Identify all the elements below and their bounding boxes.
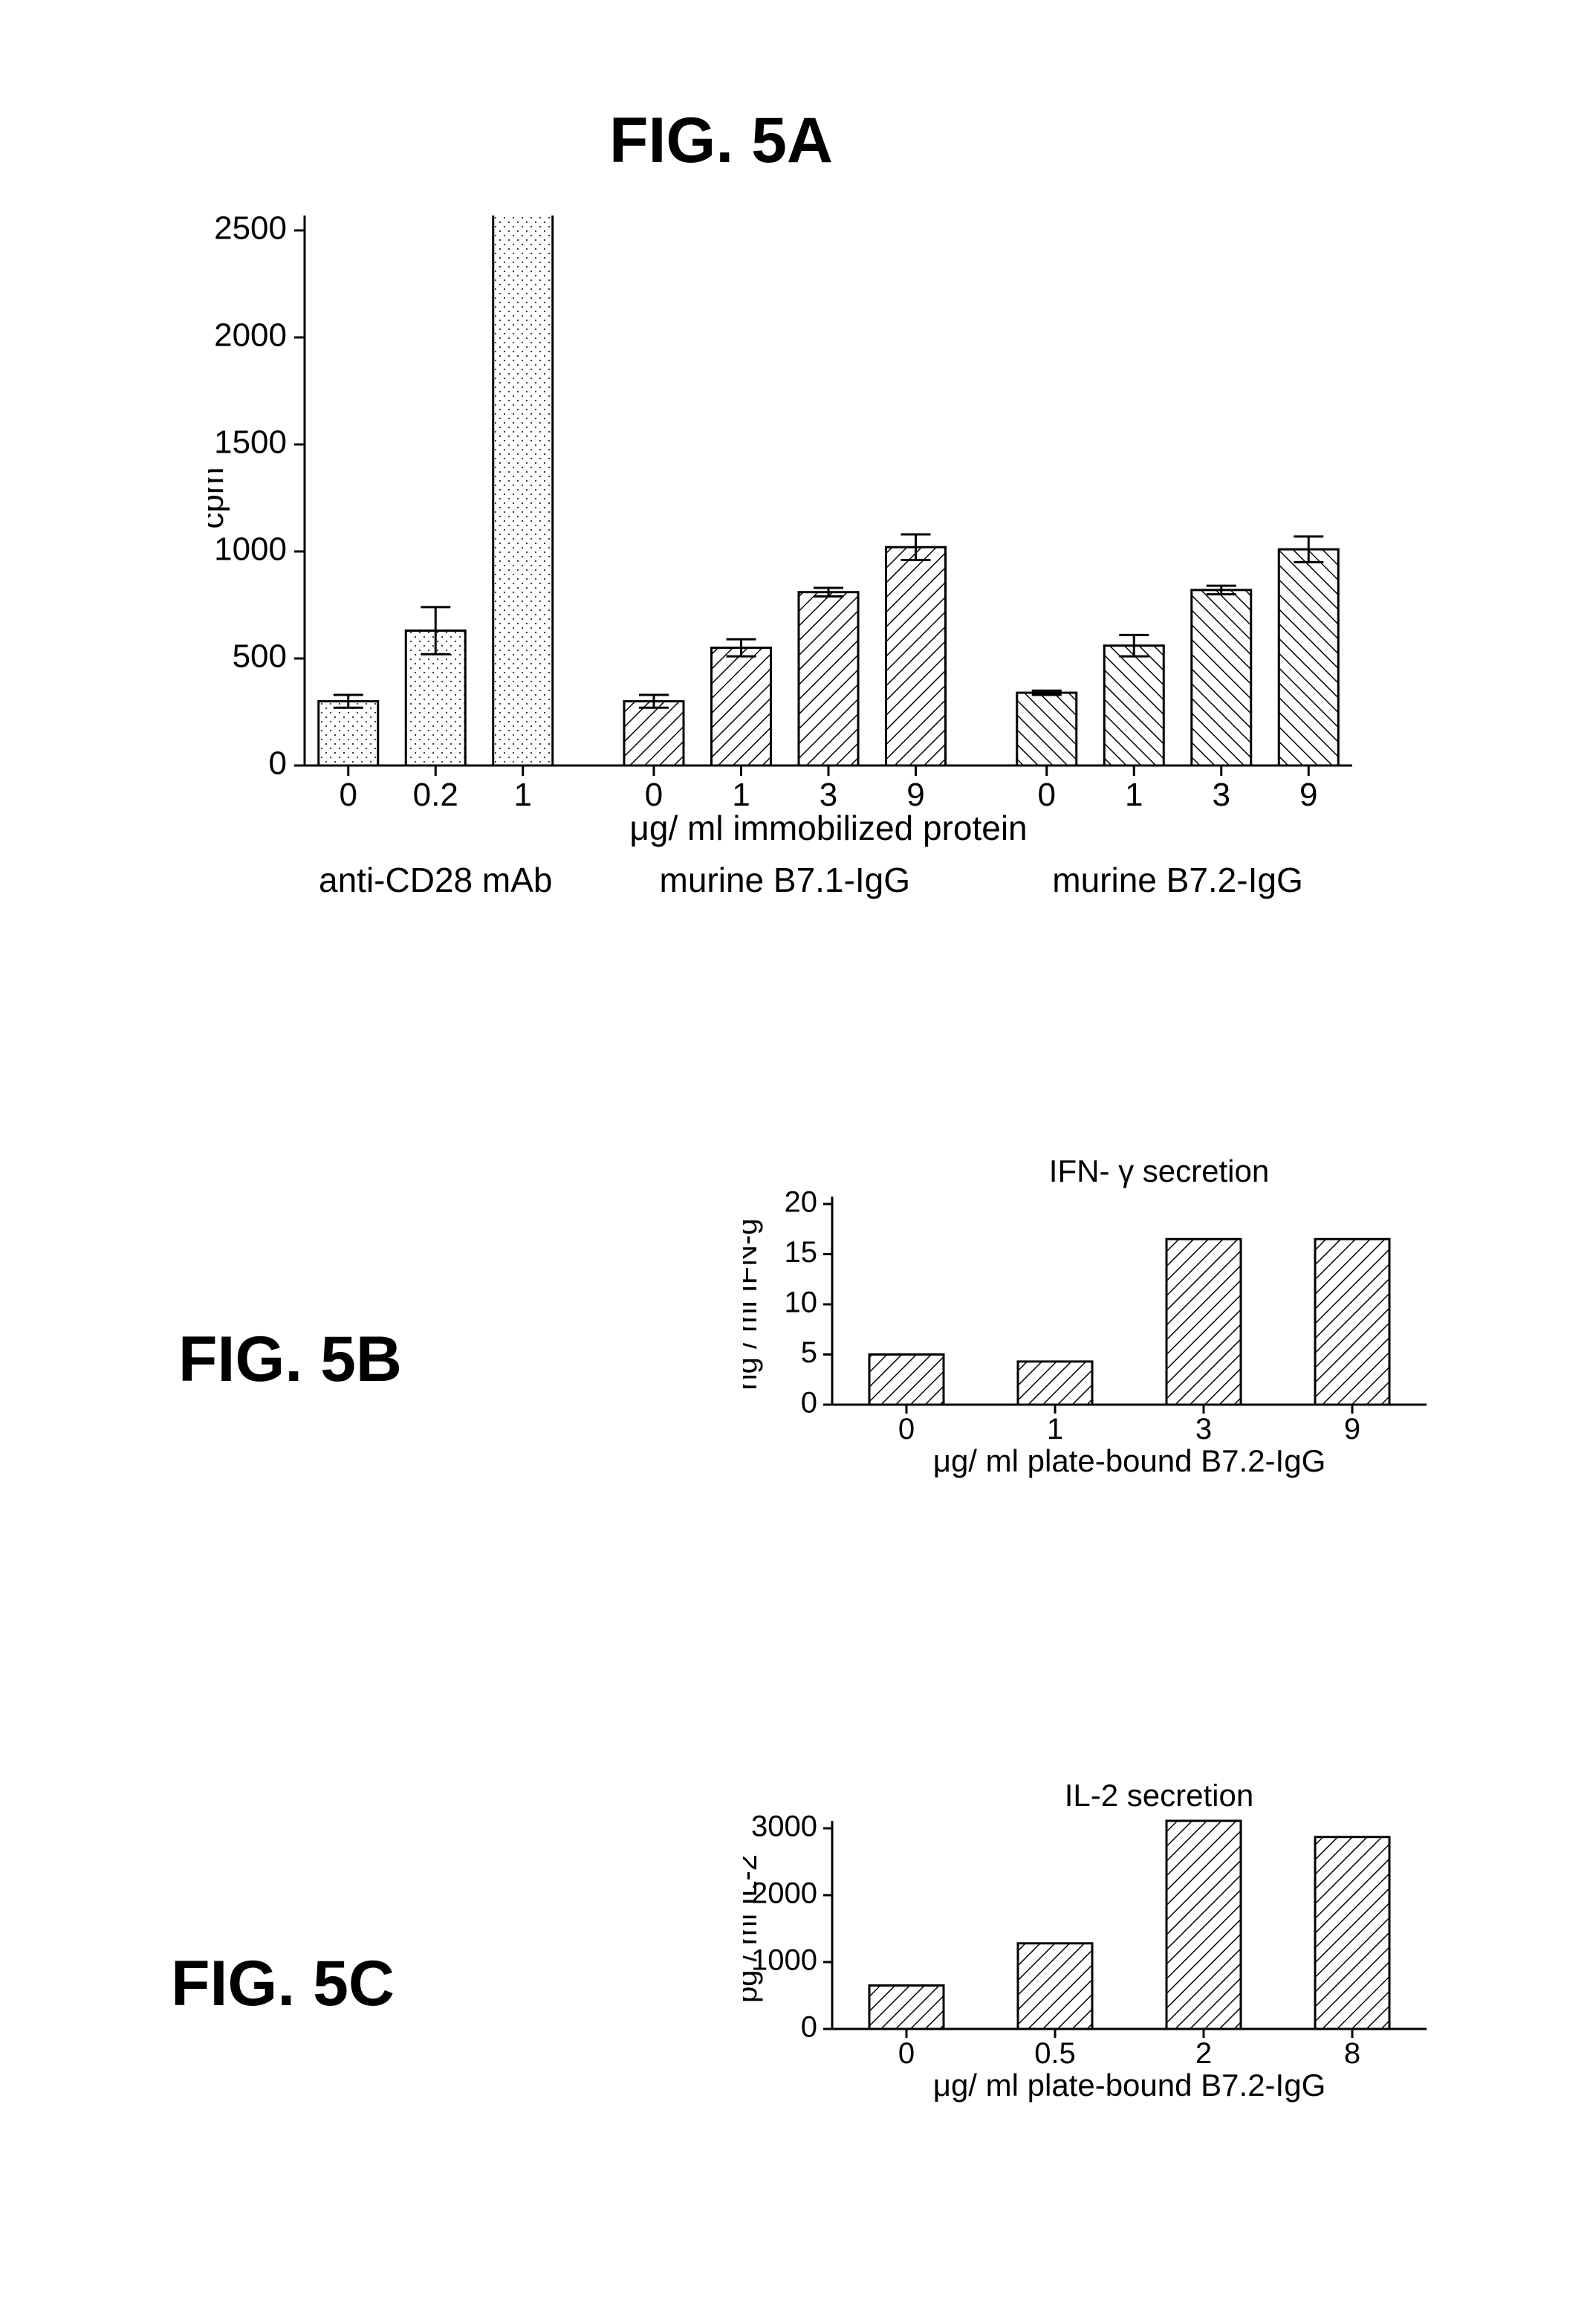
svg-text:9: 9 <box>906 777 924 813</box>
svg-text:1: 1 <box>1047 1413 1063 1446</box>
svg-text:10: 10 <box>785 1286 818 1319</box>
svg-text:2: 2 <box>1195 2037 1212 2070</box>
svg-text:0: 0 <box>801 2011 817 2044</box>
svg-text:IL-2 secretion: IL-2 secretion <box>1065 1784 1253 1813</box>
svg-text:500: 500 <box>233 638 287 675</box>
svg-text:0: 0 <box>801 1387 817 1420</box>
fig-5a-title: FIG. 5A <box>609 104 833 178</box>
svg-text:0.2: 0.2 <box>413 777 458 813</box>
svg-text:9: 9 <box>1344 1413 1360 1446</box>
svg-text:murine B7.1-IgG: murine B7.1-IgG <box>660 861 910 899</box>
svg-text:μg/ ml plate-bound B7.2-IgG: μg/ ml plate-bound B7.2-IgG <box>933 2068 1326 2103</box>
fig-5a-chart: 05001000150020002500cpm00.2101390139μg/ … <box>208 216 1367 996</box>
svg-text:0: 0 <box>898 1413 915 1446</box>
svg-text:2500: 2500 <box>214 216 287 247</box>
svg-text:15: 15 <box>785 1236 818 1269</box>
svg-text:2000: 2000 <box>214 317 287 354</box>
svg-text:0: 0 <box>269 745 287 782</box>
svg-text:IFN- γ secretion: IFN- γ secretion <box>1049 1159 1269 1188</box>
svg-text:0: 0 <box>645 777 663 813</box>
svg-text:ng / ml IFN-g: ng / ml IFN-g <box>743 1218 763 1390</box>
svg-text:1: 1 <box>732 777 750 813</box>
svg-text:murine B7.2-IgG: murine B7.2-IgG <box>1052 861 1302 899</box>
svg-text:0: 0 <box>1038 777 1056 813</box>
svg-text:1000: 1000 <box>214 531 287 568</box>
svg-text:20: 20 <box>785 1186 818 1219</box>
fig-5b-title: FIG. 5B <box>178 1323 402 1396</box>
svg-text:0: 0 <box>898 2037 915 2070</box>
svg-text:3: 3 <box>820 777 837 813</box>
svg-text:μg/ ml plate-bound B7.2-IgG: μg/ ml plate-bound B7.2-IgG <box>933 1443 1326 1478</box>
svg-text:9: 9 <box>1299 777 1317 813</box>
svg-text:8: 8 <box>1344 2037 1360 2070</box>
fig-5c-title: FIG. 5C <box>171 1947 395 2021</box>
svg-text:0: 0 <box>340 777 357 813</box>
svg-text:5: 5 <box>801 1336 817 1369</box>
svg-text:pg / ml IL-2: pg / ml IL-2 <box>743 1854 763 2003</box>
svg-text:μg/ ml immobilized protein: μg/ ml immobilized protein <box>629 809 1027 847</box>
svg-text:cpm: cpm <box>208 467 230 528</box>
fig-5b-chart: IFN- γ secretion 0 5 10 15 20 ng / ml IFN-g 0 1 3… <box>743 1159 1441 1531</box>
page-root: FIG. 5A 05001000150020002500cpm00.210139… <box>0 0 1590 2324</box>
fig-5c-chart: IL-2 secretion0100020003000pg / ml IL-20… <box>743 1784 1441 2155</box>
svg-text:1: 1 <box>514 777 532 813</box>
svg-text:0.5: 0.5 <box>1034 2037 1076 2070</box>
svg-text:1500: 1500 <box>214 424 287 461</box>
svg-text:anti-CD28 mAb: anti-CD28 mAb <box>319 861 552 899</box>
svg-text:3: 3 <box>1213 777 1230 813</box>
svg-text:3: 3 <box>1195 1413 1212 1446</box>
svg-text:3000: 3000 <box>751 1810 817 1843</box>
svg-text:1: 1 <box>1125 777 1143 813</box>
